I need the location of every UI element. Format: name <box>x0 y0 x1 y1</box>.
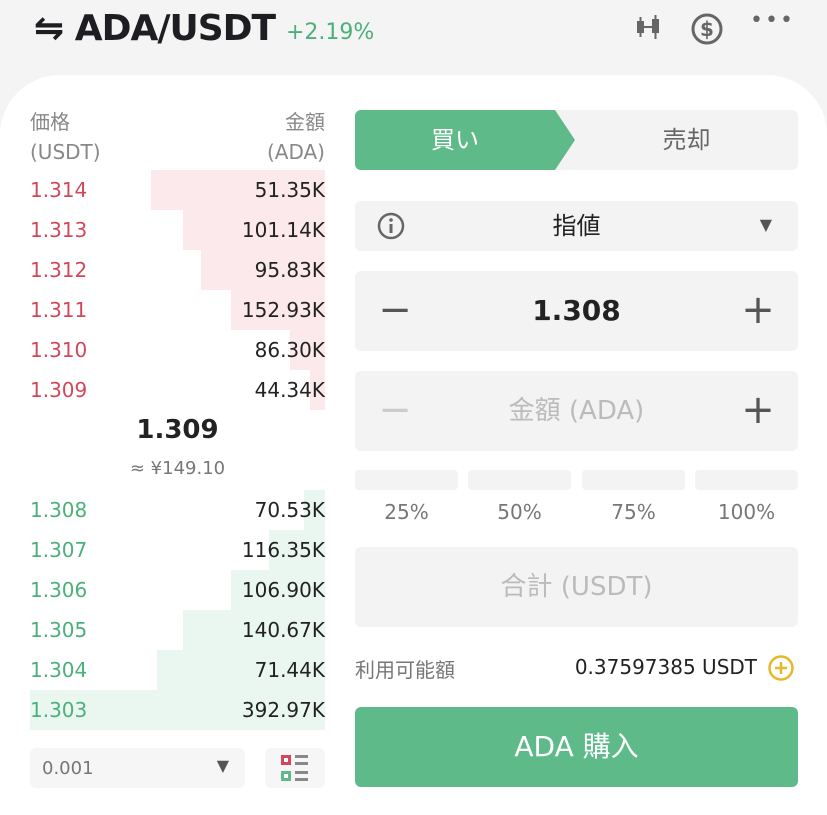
total-input[interactable]: 合計 (USDT) <box>355 547 798 627</box>
more-dots-icon[interactable]: ••• <box>750 8 795 33</box>
ask-price: 1.310 <box>30 338 88 362</box>
bid-price: 1.306 <box>30 578 88 602</box>
order-type-select[interactable]: 指値 ▼ <box>355 201 798 251</box>
ask-price: 1.314 <box>30 178 88 202</box>
dropdown-arrow-icon: ▼ <box>759 215 772 234</box>
bid-depth-bar <box>304 490 325 530</box>
bid-row[interactable]: 1.305 140.67K <box>30 610 325 650</box>
price-value: 1.308 <box>532 294 621 327</box>
bid-depth-bar <box>183 610 325 650</box>
ask-amount: 152.93K <box>241 298 325 322</box>
ask-row[interactable]: 1.313 101.14K <box>30 210 325 250</box>
percent-slot-100[interactable] <box>695 470 798 490</box>
info-icon[interactable] <box>377 212 405 240</box>
bid-depth-bar <box>230 570 325 610</box>
ask-amount: 51.35K <box>254 178 325 202</box>
available-label: 利用可能額 <box>355 658 455 682</box>
bid-row[interactable]: 1.303 392.97K <box>30 690 325 730</box>
amount-placeholder: 金額 (ADA) <box>508 396 645 426</box>
precision-select[interactable]: 0.001 ▼ <box>30 748 245 788</box>
bid-row[interactable]: 1.307 116.35K <box>30 530 325 570</box>
tab-sell[interactable]: 売却 <box>662 126 711 154</box>
pair-name: ADA/USDT <box>74 8 276 49</box>
bid-row[interactable]: 1.306 106.90K <box>30 570 325 610</box>
price-input[interactable]: − 1.308 + <box>355 271 798 351</box>
ask-price: 1.311 <box>30 298 88 322</box>
ask-depth-bar <box>289 330 325 370</box>
ask-amount: 95.83K <box>254 258 325 282</box>
side-tabs: 買い 売却 <box>355 110 798 170</box>
dollar-circle-icon[interactable]: $ <box>690 12 724 45</box>
bid-amount: 140.67K <box>241 618 325 642</box>
percent-25[interactable]: 25% <box>384 500 429 524</box>
bid-amount: 71.44K <box>254 658 325 682</box>
ask-row[interactable]: 1.314 51.35K <box>30 170 325 210</box>
price-increase-button[interactable]: + <box>741 287 775 333</box>
precision-value: 0.001 <box>42 758 94 779</box>
bid-amount: 70.53K <box>254 498 325 522</box>
amount-input[interactable]: − 金額 (ADA) + <box>355 371 798 451</box>
bid-depth-bar <box>156 650 325 690</box>
ask-row[interactable]: 1.309 44.34K <box>30 370 325 410</box>
bid-depth-bar <box>30 690 325 730</box>
percent-75[interactable]: 75% <box>611 500 656 524</box>
last-price-jpy: ≈ ¥149.10 <box>129 458 226 479</box>
bid-depth-bar <box>268 530 325 570</box>
bid-price: 1.307 <box>30 538 88 562</box>
price-decrease-button[interactable]: − <box>378 287 412 333</box>
ask-row[interactable]: 1.312 95.83K <box>30 250 325 290</box>
bid-amount: 116.35K <box>241 538 325 562</box>
ask-amount: 44.34K <box>254 378 325 402</box>
bid-amount: 392.97K <box>241 698 325 722</box>
dropdown-arrow-icon: ▼ <box>216 756 229 775</box>
ask-amount: 101.14K <box>241 218 325 242</box>
svg-text:$: $ <box>700 17 714 41</box>
ask-price: 1.313 <box>30 218 88 242</box>
ask-row[interactable]: 1.311 152.93K <box>30 290 325 330</box>
percent-slot-50[interactable] <box>468 470 571 490</box>
total-placeholder: 合計 (USDT) <box>500 572 653 602</box>
add-funds-icon[interactable] <box>767 654 795 682</box>
percent-100[interactable]: 100% <box>717 500 776 524</box>
price-change: +2.19% <box>286 20 375 45</box>
ask-row[interactable]: 1.310 86.30K <box>30 330 325 370</box>
price-header: 価格 (USDT) <box>30 110 101 164</box>
buy-submit-button[interactable]: ADA 購入 <box>355 707 798 787</box>
order-type-value: 指値 <box>552 212 601 240</box>
ask-price: 1.309 <box>30 378 88 402</box>
last-price: 1.309 <box>136 415 219 445</box>
bid-row[interactable]: 1.308 70.53K <box>30 490 325 530</box>
ask-price: 1.312 <box>30 258 88 282</box>
amount-header: 金額 (ADA) <box>266 110 325 164</box>
tab-buy[interactable]: 買い <box>355 110 575 170</box>
bid-price: 1.304 <box>30 658 88 682</box>
bid-amount: 106.90K <box>241 578 325 602</box>
bid-row[interactable]: 1.304 71.44K <box>30 650 325 690</box>
amount-decrease-button[interactable]: − <box>378 387 412 433</box>
percent-slot-25[interactable] <box>355 470 458 490</box>
amount-increase-button[interactable]: + <box>741 387 775 433</box>
orderbook-layout-button[interactable] <box>265 748 325 788</box>
bid-price: 1.303 <box>30 698 88 722</box>
bid-price: 1.305 <box>30 618 88 642</box>
ask-amount: 86.30K <box>254 338 325 362</box>
percent-slot-75[interactable] <box>582 470 685 490</box>
ask-depth-bar <box>230 290 325 330</box>
bid-price: 1.308 <box>30 498 88 522</box>
header: ⇋ ADA/USDT +2.19% $ ••• <box>0 0 827 70</box>
candlestick-chart-icon[interactable] <box>632 12 666 42</box>
pair-selector[interactable]: ⇋ ADA/USDT <box>34 8 276 49</box>
percent-50[interactable]: 50% <box>497 500 542 524</box>
swap-arrows-icon: ⇋ <box>34 8 64 49</box>
available-value: 0.37597385 USDT <box>574 655 757 679</box>
ask-depth-bar <box>310 370 325 410</box>
ask-depth-bar <box>150 170 325 210</box>
ask-depth-bar <box>201 250 325 290</box>
orderbook-layout-icon <box>281 755 308 781</box>
ask-depth-bar <box>183 210 325 250</box>
